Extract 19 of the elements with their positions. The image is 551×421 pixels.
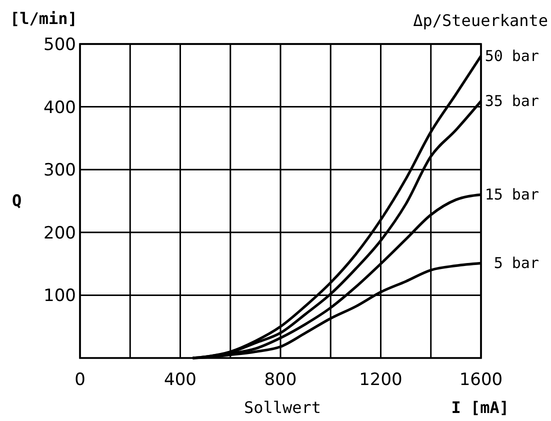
legend-title: Δp/Steuerkante [413,11,548,30]
x-tick-label: 0 [74,370,86,390]
y-tick-label: 400 [44,98,76,118]
y-tick-label: 200 [44,223,76,244]
x-tick-label: 400 [164,370,196,390]
x-tick-label: 800 [264,370,297,390]
y-tick-label: 100 [44,286,76,306]
text: [l/min] [10,9,78,28]
x-axis-title: Sollwert [244,398,322,417]
series-label: 5 bar [494,254,539,272]
series-label: 35 bar [484,92,539,110]
y-axis-title: Q [12,191,22,210]
series-label: 50 bar [484,46,539,65]
series-label: 15 bar [484,186,539,204]
text: I [mA] [451,398,509,417]
x-tick-label: 1600 [459,370,503,390]
y-tick-label: 500 [44,35,76,55]
x-tick-label: 1200 [359,370,402,390]
y-tick-label: 300 [44,160,76,181]
